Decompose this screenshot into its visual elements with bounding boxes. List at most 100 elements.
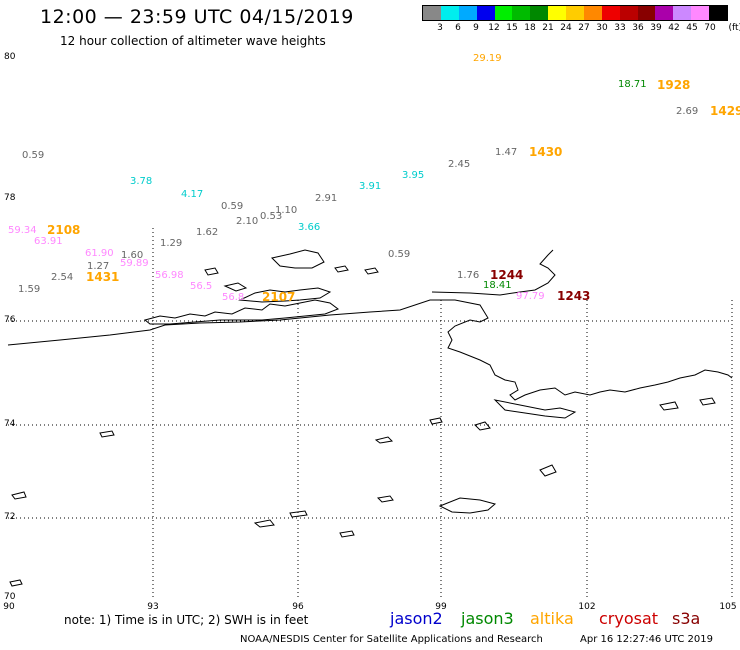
coastline-mainland bbox=[7, 299, 733, 401]
legend-tick-label: 12 bbox=[488, 23, 500, 33]
wave-height-label: 59.89 bbox=[120, 258, 149, 269]
wave-height-label: 2.54 bbox=[51, 272, 74, 283]
legend-swatch bbox=[512, 6, 531, 20]
islet-p bbox=[339, 530, 355, 538]
legend-tick-label: 42 bbox=[668, 23, 680, 33]
lon-label-90: 90 bbox=[3, 602, 15, 612]
wave-height-label: 1.10 bbox=[275, 205, 298, 216]
wave-height-label: 3.66 bbox=[298, 222, 321, 233]
legend-swatch bbox=[458, 6, 477, 20]
coastline-gulf-inner bbox=[493, 399, 577, 419]
legend-tick-label: 3 bbox=[437, 23, 443, 33]
coastline-severnaya-b bbox=[238, 287, 332, 303]
mission-key-altika: altika bbox=[530, 609, 574, 628]
islet-i bbox=[253, 519, 275, 528]
wave-height-label: 1.60 bbox=[121, 250, 144, 261]
wave-height-label: 2.69 bbox=[676, 106, 699, 117]
wave-height-label: 1.62 bbox=[196, 227, 219, 238]
islet-j bbox=[376, 495, 394, 503]
wave-height-label: 18.41 bbox=[483, 280, 512, 291]
mission-key-jason3: jason3 bbox=[461, 609, 514, 628]
pass-time-label: 2107 bbox=[262, 290, 296, 304]
wave-height-label: 0.59 bbox=[22, 150, 45, 161]
pass-time-label: 2108 bbox=[47, 223, 81, 237]
legend-tick-label: 33 bbox=[614, 23, 626, 33]
wave-height-label: 0.59 bbox=[388, 249, 411, 260]
wave-height-label: 97.79 bbox=[516, 291, 545, 302]
wave-height-label: 1.27 bbox=[87, 261, 110, 272]
legend-swatch bbox=[476, 6, 495, 20]
lat-label-72: 72 bbox=[4, 512, 16, 522]
legend-tick-label: 18 bbox=[524, 23, 536, 33]
islet-f bbox=[474, 421, 491, 431]
wave-height-label: 2.45 bbox=[448, 159, 471, 170]
coastline-islands-west bbox=[143, 299, 340, 325]
coastline bbox=[7, 249, 733, 587]
legend-tick-label: 15 bbox=[506, 23, 518, 33]
lon-label-99: 99 bbox=[435, 602, 447, 612]
coastline-severnaya-a bbox=[271, 249, 325, 269]
legend-tick-label: 9 bbox=[473, 23, 479, 33]
wave-height-label: 63.91 bbox=[34, 236, 63, 247]
legend-swatch bbox=[548, 6, 566, 20]
legend-swatch bbox=[601, 6, 620, 20]
wave-height-label: 56.8 bbox=[222, 292, 245, 303]
lat-label-76: 76 bbox=[4, 315, 16, 325]
wave-height-label: 0.59 bbox=[221, 201, 244, 212]
wave-height-label: 3.91 bbox=[359, 181, 382, 192]
legend-swatch bbox=[673, 6, 692, 20]
credit-line: NOAA/NESDIS Center for Satellite Applica… bbox=[240, 634, 543, 645]
wave-height-label: 3.78 bbox=[130, 176, 153, 187]
legend-swatch bbox=[583, 6, 602, 20]
legend-tick-label: 6 bbox=[455, 23, 461, 33]
map-subtitle: 12 hour collection of altimeter wave hei… bbox=[60, 34, 326, 48]
legend-tick-label: 39 bbox=[650, 23, 662, 33]
legend-swatch bbox=[655, 6, 674, 20]
pass-time-label: 1429 bbox=[710, 104, 740, 118]
graticule bbox=[8, 228, 733, 598]
legend-tick-label: 70 bbox=[704, 23, 716, 33]
islet-e bbox=[374, 436, 394, 444]
islet-b bbox=[204, 267, 219, 276]
legend-tick-label: 36 bbox=[632, 23, 644, 33]
wave-height-label: 3.95 bbox=[402, 170, 425, 181]
legend-unit: (ft) bbox=[728, 23, 740, 33]
islet-n bbox=[699, 397, 716, 406]
wave-height-label: 1.47 bbox=[495, 147, 518, 158]
lon-label-96: 96 bbox=[292, 602, 304, 612]
islet-l bbox=[429, 417, 443, 425]
pass-time-label: 1243 bbox=[557, 289, 591, 303]
pass-time-label: 1430 bbox=[529, 145, 563, 159]
mission-key-s3a: s3a bbox=[672, 609, 701, 628]
legend-swatch bbox=[566, 6, 584, 20]
mission-key-cryosat: cryosat bbox=[599, 609, 659, 628]
islet-o bbox=[289, 510, 308, 518]
lat-label-74: 74 bbox=[4, 419, 16, 429]
wave-height-label: 56.5 bbox=[190, 281, 213, 292]
lon-label-102: 102 bbox=[578, 602, 596, 612]
wave-height-label: 1.29 bbox=[160, 238, 183, 249]
footer-note: note: 1) Time is in UTC; 2) SWH is in fe… bbox=[64, 613, 309, 627]
legend-tick-label: 21 bbox=[542, 23, 554, 33]
lat-label-70: 70 bbox=[4, 592, 16, 602]
lat-label-80: 80 bbox=[4, 52, 16, 62]
wave-height-label: 2.10 bbox=[236, 216, 259, 227]
pass-time-label: 1244 bbox=[490, 268, 524, 282]
generation-timestamp: Apr 16 12:27:46 UTC 2019 bbox=[580, 634, 713, 645]
map-title: 12:00 — 23:59 UTC 04/15/2019 bbox=[40, 6, 354, 28]
lon-label-105: 105 bbox=[719, 602, 737, 612]
wave-height-label: 61.90 bbox=[85, 248, 114, 259]
islet-g bbox=[539, 464, 557, 477]
islet-a bbox=[223, 282, 248, 292]
islet-h bbox=[11, 491, 27, 500]
islet-m bbox=[659, 401, 679, 411]
pass-time-label: 1928 bbox=[657, 78, 691, 92]
islet-c bbox=[334, 265, 349, 273]
islet-d bbox=[364, 267, 379, 275]
wave-height-label: 1.76 bbox=[457, 270, 480, 281]
legend-swatch bbox=[637, 6, 656, 20]
legend-tick-label: 24 bbox=[560, 23, 572, 33]
